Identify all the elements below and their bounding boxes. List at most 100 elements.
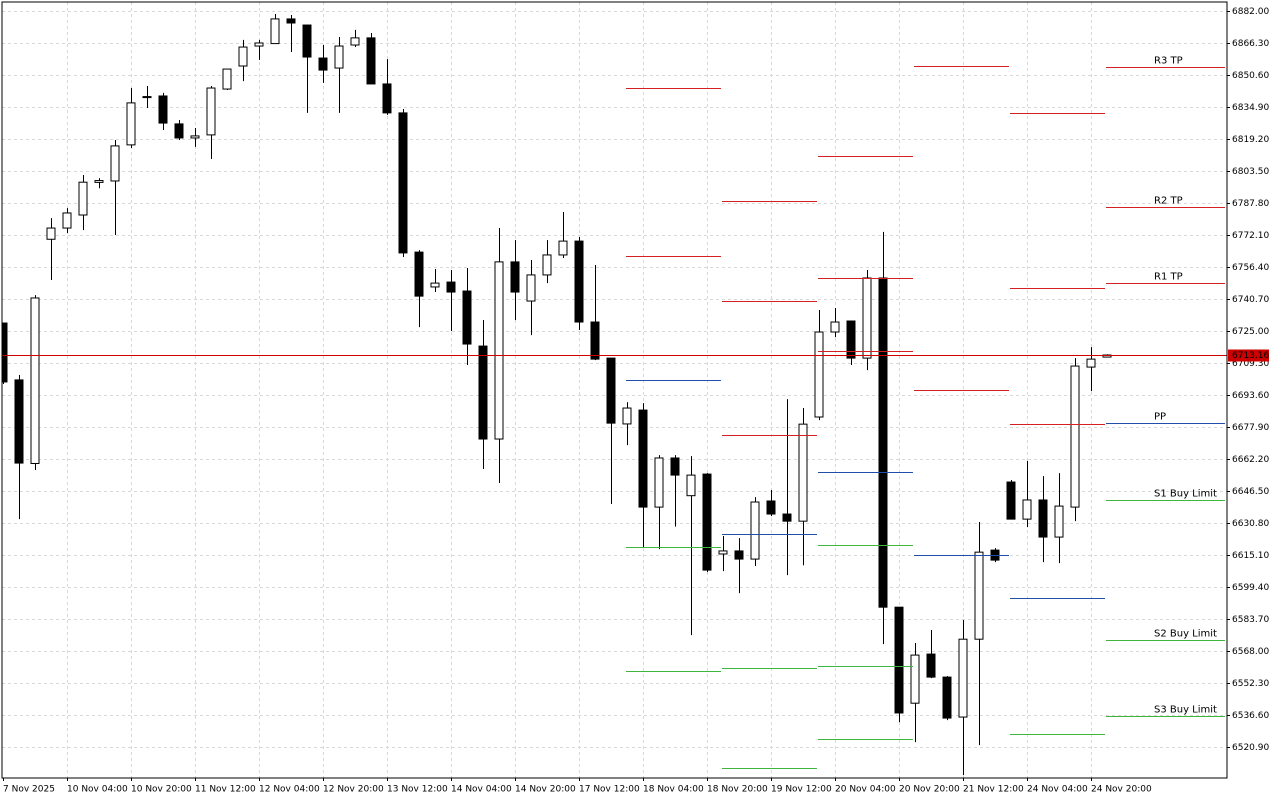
candle-body: [286, 18, 296, 24]
candle-body: [846, 320, 856, 359]
candle-body: [302, 24, 312, 58]
candle-body: [1038, 499, 1048, 538]
candle-body: [718, 550, 728, 555]
candle-body: [94, 180, 104, 183]
y-tick-label: 6599.40: [1232, 583, 1269, 593]
y-tick-label: 6709.30: [1232, 359, 1269, 369]
x-tick-label: 18 Nov 20:00: [707, 785, 768, 795]
candle-body: [430, 282, 440, 288]
y-tick-label: 6819.20: [1232, 135, 1269, 145]
candle-body: [942, 676, 952, 719]
candle-body: [606, 357, 616, 424]
candle-body: [1054, 505, 1064, 538]
x-tick-label: 11 Nov 12:00: [195, 785, 256, 795]
level-label: R3 TP: [1154, 56, 1183, 67]
y-tick-label: 6552.30: [1232, 679, 1269, 689]
x-tick-label: 10 Nov 04:00: [67, 785, 128, 795]
candle-body: [750, 501, 760, 560]
y-tick-label: 6630.80: [1232, 519, 1269, 529]
level-label: S3 Buy Limit: [1154, 705, 1217, 716]
y-tick-label: 6834.90: [1232, 103, 1269, 113]
y-tick-label: 6866.30: [1232, 39, 1269, 49]
y-tick-label: 6787.80: [1232, 199, 1269, 209]
candle-body: [782, 513, 792, 522]
candle-body: [638, 409, 648, 508]
x-tick-label: 10 Nov 20:00: [131, 785, 192, 795]
plot-area: R3 TP R2 TP R1 TP PP S1 Buy Limit S2 Buy Limi…: [2, 14, 1227, 776]
y-tick-label: 6677.90: [1232, 423, 1269, 433]
candle-body: [894, 606, 904, 714]
candle-body: [2, 322, 8, 383]
x-tick-label: 20 Nov 20:00: [899, 785, 960, 795]
candle-body: [46, 227, 56, 240]
level-label: S1 Buy Limit: [1154, 489, 1217, 500]
x-tick-label: 21 Nov 12:00: [963, 785, 1024, 795]
candle-body: [318, 57, 328, 71]
y-tick-label: 6772.10: [1232, 231, 1269, 241]
candle-body: [334, 45, 344, 69]
y-tick-label: 6615.10: [1232, 551, 1269, 561]
candle-body: [670, 457, 680, 476]
x-tick-label: 19 Nov 12:00: [771, 785, 832, 795]
candle-body: [222, 68, 232, 90]
x-tick-label: 14 Nov 04:00: [451, 785, 512, 795]
x-tick-label: 7 Nov 2025: [3, 785, 55, 795]
candle-body: [926, 653, 936, 678]
y-tick-label: 6756.40: [1232, 263, 1269, 273]
level-label: PP: [1154, 412, 1166, 423]
candle-body: [526, 274, 536, 302]
candle-body: [910, 654, 920, 704]
candle-body: [158, 95, 168, 124]
last-price-box: [1228, 349, 1269, 362]
candle-body: [558, 240, 568, 256]
candle-body: [350, 37, 360, 46]
candle-body: [446, 281, 456, 293]
candle-body: [862, 277, 872, 359]
y-tick-label: 6882.00: [1232, 7, 1269, 17]
last-price-label: 6713.16: [1232, 351, 1269, 361]
candle-body: [254, 42, 264, 47]
y-tick-label: 6850.60: [1232, 71, 1269, 81]
candle-body: [974, 551, 984, 640]
candle-body: [654, 457, 664, 508]
candle-body: [478, 345, 488, 440]
candle-body: [622, 407, 632, 425]
candle-body: [110, 145, 120, 182]
level-label: R2 TP: [1154, 196, 1183, 207]
candle-body: [78, 181, 88, 216]
candle-body: [574, 240, 584, 323]
candle-body: [830, 321, 840, 333]
candle-body: [766, 500, 776, 515]
candle-body: [798, 423, 808, 522]
y-tick-label: 6583.70: [1232, 615, 1269, 625]
candle-body: [1022, 499, 1032, 520]
axes: 6882.00 6866.30 6850.60 6834.90 6819.20 6803.…: [3, 7, 1269, 795]
x-tick-label: 17 Nov 12:00: [579, 785, 640, 795]
candle-body: [238, 46, 248, 67]
candle-body: [494, 261, 504, 440]
candle-body: [686, 474, 696, 497]
candle-body: [542, 254, 552, 276]
candle-body: [590, 321, 600, 360]
candle-body: [814, 331, 824, 418]
y-tick-label: 6693.60: [1232, 391, 1269, 401]
y-tick-label: 6803.50: [1232, 167, 1269, 177]
candle-body: [190, 135, 200, 139]
y-tick-label: 6536.60: [1232, 711, 1269, 721]
y-tick-label: 6740.70: [1232, 295, 1269, 305]
x-tick-label: 18 Nov 04:00: [643, 785, 704, 795]
y-tick-label: 6725.00: [1232, 327, 1269, 337]
candle-body: [1006, 481, 1016, 520]
candle-body: [1070, 365, 1080, 508]
candle-body: [126, 102, 136, 146]
candle-body: [270, 18, 280, 45]
y-tick-label: 6568.00: [1232, 647, 1269, 657]
candle-body: [142, 96, 152, 99]
candle-body: [1086, 358, 1096, 368]
candle-body: [30, 297, 40, 464]
candle-body: [62, 212, 72, 229]
candle-body: [958, 638, 968, 718]
candle-body: [510, 261, 520, 293]
